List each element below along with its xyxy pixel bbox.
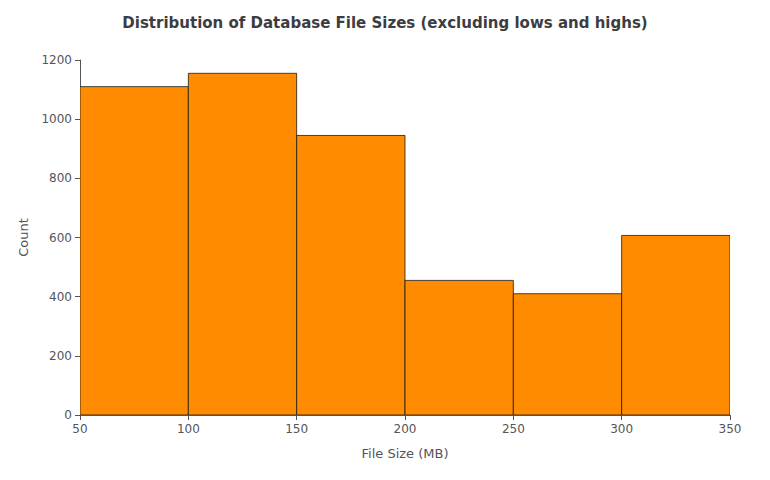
svg-text:300: 300 [610,422,633,436]
svg-text:200: 200 [49,349,72,363]
svg-text:50: 50 [72,422,87,436]
svg-text:150: 150 [285,422,308,436]
svg-text:Distribution of Database File: Distribution of Database File Sizes (exc… [122,14,647,32]
svg-text:Count: Count [16,218,31,257]
svg-text:600: 600 [49,231,72,245]
svg-text:400: 400 [49,290,72,304]
svg-text:200: 200 [394,422,417,436]
svg-text:File Size (MB): File Size (MB) [362,446,449,461]
svg-text:100: 100 [177,422,200,436]
svg-text:350: 350 [719,422,742,436]
svg-text:250: 250 [502,422,525,436]
svg-text:800: 800 [49,171,72,185]
svg-text:0: 0 [64,408,72,422]
svg-text:1200: 1200 [41,53,72,67]
svg-text:1000: 1000 [41,112,72,126]
